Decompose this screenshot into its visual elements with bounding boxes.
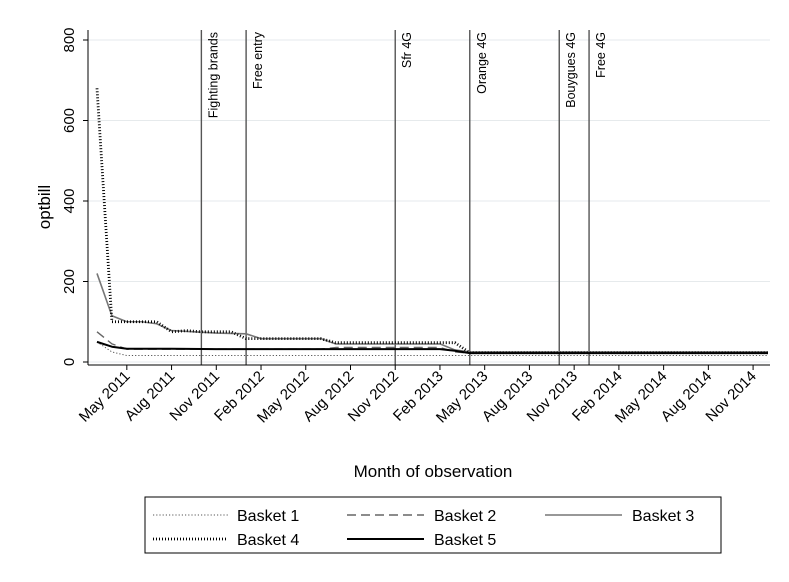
event-label: Free entry <box>251 31 265 89</box>
legend: Basket 1 Basket 2 Basket 3 Basket 4 Basket 5 <box>144 496 722 554</box>
legend-label-1: Basket 1 <box>237 508 299 525</box>
series-line-5 <box>96 340 768 355</box>
legend-box <box>144 496 722 554</box>
legend-label-5: Basket 5 <box>434 532 496 549</box>
event-label: Bouygues 4G <box>564 32 578 108</box>
y-tick-label: 600 <box>61 108 78 133</box>
event-label: Free 4G <box>594 32 608 78</box>
event-label: Fighting brands <box>206 32 220 118</box>
y-tick-label: 200 <box>61 269 78 294</box>
event-label: Sfr 4G <box>400 32 414 68</box>
legend-label-2: Basket 2 <box>434 508 496 525</box>
y-tick-label: 400 <box>61 188 78 213</box>
y-tick-label: 800 <box>61 27 78 52</box>
event-label: Orange 4G <box>475 32 489 94</box>
data-series <box>95 88 768 357</box>
y-tick-label: 0 <box>61 358 78 366</box>
series-line-4 <box>95 88 768 355</box>
series-line-1 <box>96 341 768 357</box>
x-axis-title: Month of observation <box>354 462 513 481</box>
legend-label-3: Basket 3 <box>632 508 694 525</box>
legend-label-4: Basket 4 <box>237 532 299 549</box>
event-markers: Fighting brands Free entry Sfr 4G Orange 4G… <box>200 30 608 365</box>
y-axis-title: optbill <box>35 185 54 229</box>
